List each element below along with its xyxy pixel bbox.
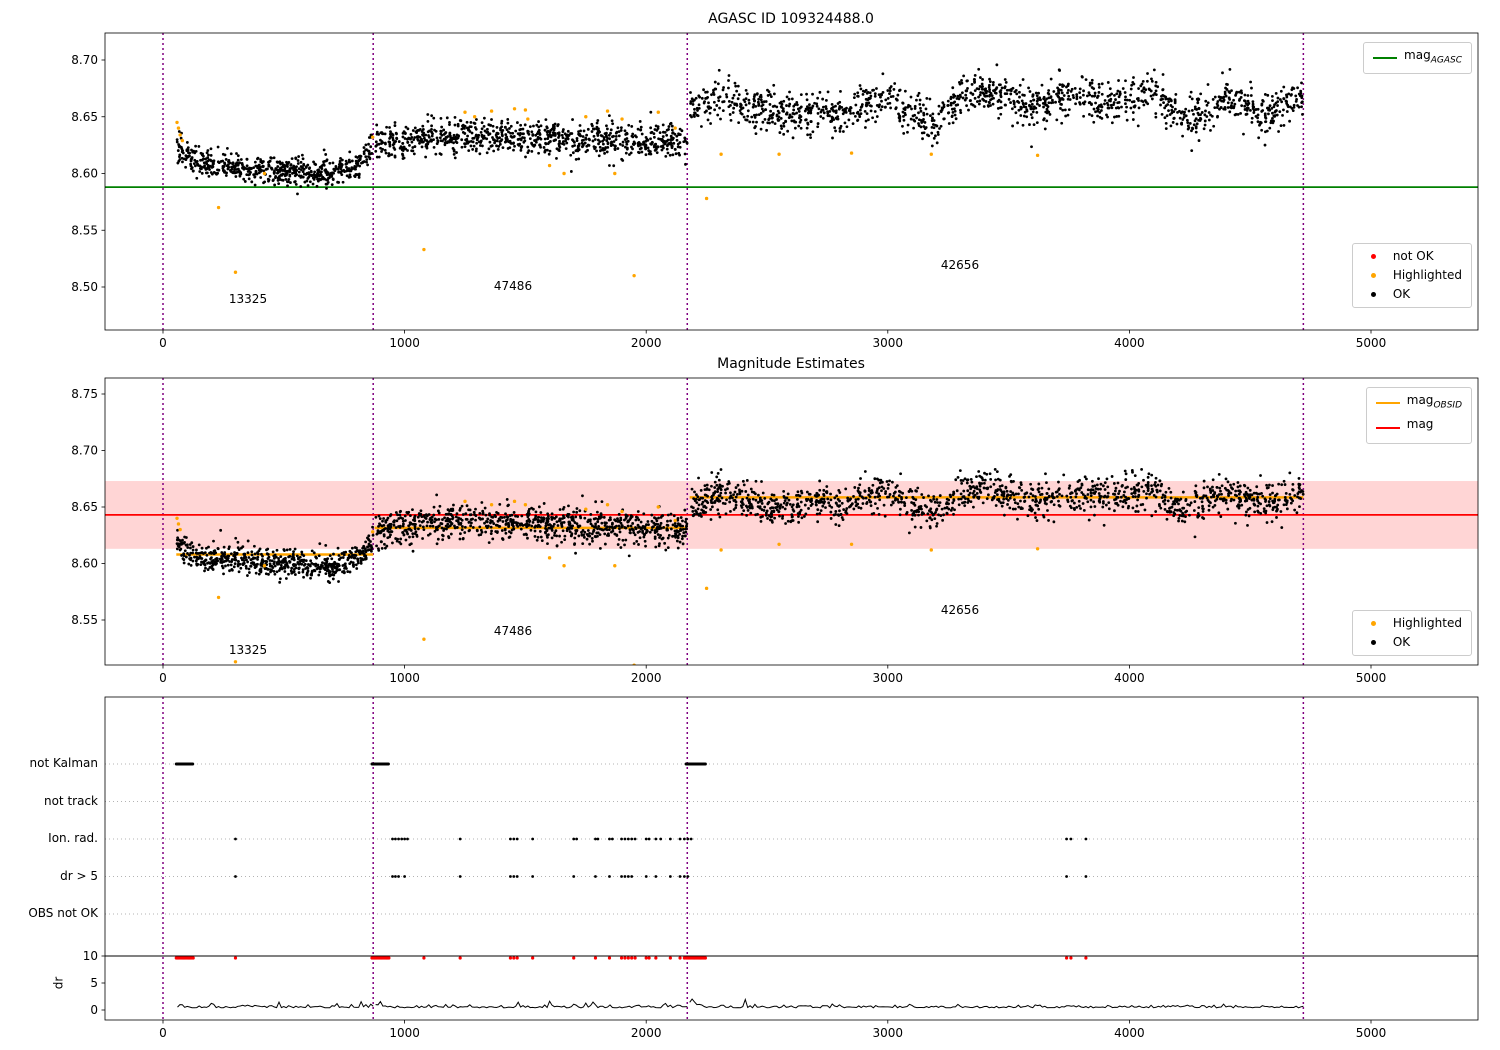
y-tick-label: 8.55 (71, 223, 98, 237)
flags-panel-plot (105, 697, 1478, 1020)
x-tick-label: 1000 (389, 1026, 420, 1040)
legend-label-highlighted: Highlighted (1392, 268, 1462, 282)
highlighted-dot-sample (1371, 273, 1377, 278)
legend-label-mag: mag (1406, 417, 1434, 432)
x-tick-label: 0 (159, 336, 167, 350)
mag-obsid-line-sample (1375, 402, 1400, 405)
legend-item-mag: mag (1375, 417, 1462, 437)
legend-label-ok: OK (1392, 287, 1411, 301)
legend-item-highlighted: Highlighted (1362, 268, 1462, 283)
obsid-annotation: 42656 (940, 603, 980, 617)
x-tick-label: 1000 (389, 671, 420, 685)
x-tick-label: 1000 (389, 336, 420, 350)
x-tick-label: 5000 (1356, 336, 1387, 350)
legend-item-mag-agasc: magAGASC (1373, 48, 1462, 68)
flag-row-label-not-track: not track (43, 794, 98, 808)
legend-point-classes-middle: Highlighted OK (1351, 610, 1472, 656)
y-tick-label: 8.70 (71, 53, 98, 67)
mag-line-sample (1375, 426, 1400, 429)
flag-row-label-not-kalman: not Kalman (29, 756, 98, 770)
mag-agasc-line-sample (1373, 57, 1398, 60)
y-tick-label: 8.60 (71, 557, 98, 571)
x-tick-label: 2000 (631, 336, 662, 350)
x-tick-label: 4000 (1114, 336, 1145, 350)
dr-tick-label: 0 (90, 1003, 98, 1017)
legend-item-mag-obsid: magOBSID (1375, 393, 1462, 413)
dr-axis-label: dr (51, 976, 66, 990)
dr-tick-label: 5 (90, 976, 98, 990)
legend-label-mag-obsid: magOBSID (1406, 393, 1462, 411)
x-tick-label: 5000 (1356, 1026, 1387, 1040)
obsid-annotation: 42656 (940, 258, 980, 272)
axes-frame (104, 377, 1479, 666)
x-tick-label: 0 (159, 1026, 167, 1040)
y-tick-label: 8.65 (71, 110, 98, 124)
legend-mag-agasc: magAGASC (1363, 42, 1472, 75)
x-tick-label: 3000 (873, 1026, 904, 1040)
x-tick-label: 0 (159, 671, 167, 685)
legend-item-highlighted: Highlighted (1362, 616, 1462, 631)
ok-dot-sample (1371, 640, 1377, 645)
legend-label-ok: OK (1392, 635, 1411, 649)
top-panel-title: AGASC ID 109324488.0 (708, 11, 874, 27)
y-tick-label: 8.50 (71, 280, 98, 294)
legend-label-not-ok: not OK (1392, 249, 1434, 263)
x-tick-label: 3000 (873, 336, 904, 350)
highlighted-dot-sample (1371, 621, 1377, 626)
y-tick-label: 8.70 (71, 444, 98, 458)
y-tick-label: 8.65 (71, 500, 98, 514)
legend-point-classes-top: not OK Highlighted OK (1351, 243, 1472, 308)
middle-panel-plot (105, 378, 1478, 665)
middle-panel-title: Magnitude Estimates (717, 356, 865, 372)
x-tick-label: 3000 (873, 671, 904, 685)
obsid-annotation: 13325 (228, 292, 268, 306)
y-tick-label: 8.60 (71, 167, 98, 181)
x-tick-label: 2000 (631, 671, 662, 685)
not-ok-dot-sample (1371, 254, 1377, 259)
obsid-annotation: 47486 (493, 279, 533, 293)
dr-tick-label: 10 (83, 949, 98, 963)
flag-row-label-ion-rad: Ion. rad. (48, 831, 98, 845)
axes-frame (104, 32, 1479, 331)
legend-item-ok: OK (1362, 635, 1462, 650)
x-tick-label: 5000 (1356, 671, 1387, 685)
y-tick-label: 8.75 (71, 387, 98, 401)
legend-item-ok: OK (1362, 287, 1462, 302)
x-tick-label: 4000 (1114, 1026, 1145, 1040)
x-tick-label: 2000 (631, 1026, 662, 1040)
legend-label-mag-agasc: magAGASC (1404, 48, 1462, 66)
top-panel-plot (105, 33, 1478, 330)
x-tick-label: 4000 (1114, 671, 1145, 685)
obsid-annotation: 13325 (228, 643, 268, 657)
axes-frame (104, 696, 1479, 1021)
legend-mag-lines: magOBSID mag (1365, 387, 1472, 444)
ok-dot-sample (1371, 292, 1377, 297)
flag-row-label-obs-not-ok: OBS not OK (28, 906, 98, 920)
legend-item-not-ok: not OK (1362, 249, 1462, 264)
flag-row-label-dr-gt-5: dr > 5 (60, 869, 98, 883)
legend-label-highlighted: Highlighted (1392, 616, 1462, 630)
obsid-annotation: 47486 (493, 624, 533, 638)
y-tick-label: 8.55 (71, 613, 98, 627)
